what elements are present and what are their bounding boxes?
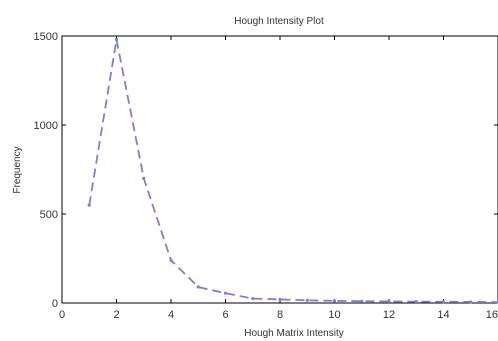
data-point [332, 299, 337, 303]
x-tick-label: 6 [222, 309, 228, 321]
data-point [196, 285, 200, 289]
series-layer [87, 37, 498, 304]
y-tick-label: 0 [52, 298, 58, 310]
x-tick-label: 14 [437, 309, 449, 321]
y-axis-label: Frequency [12, 146, 23, 193]
data-point [469, 300, 473, 304]
data-point [142, 176, 146, 180]
data-point [414, 299, 418, 304]
x-tick-label: 8 [277, 309, 283, 321]
x-tick-label: 4 [168, 309, 174, 321]
x-tick-label: 16 [486, 309, 498, 321]
data-point [87, 203, 91, 207]
x-axis-label: Hough Matrix Intensity [244, 328, 344, 339]
y-tick-label: 1000 [34, 120, 58, 132]
data-point [305, 298, 309, 302]
chart-title: Hough Intensity Plot [234, 16, 324, 27]
y-tick-label: 1500 [34, 31, 58, 43]
y-tick-label: 500 [40, 209, 58, 221]
data-point [278, 297, 282, 302]
data-point [441, 300, 446, 304]
y-axis-ticks: 0 500 1000 1500 [34, 31, 498, 310]
x-tick-label: 10 [328, 309, 340, 321]
plot-frame [61, 35, 498, 304]
data-point [114, 37, 119, 42]
data-point [360, 299, 364, 303]
data-point [169, 258, 173, 262]
data-point [387, 299, 391, 303]
x-axis-ticks: 0 2 4 6 8 10 12 14 16 [59, 36, 498, 321]
series-line [88, 39, 498, 303]
x-tick-label: 12 [383, 309, 395, 321]
data-point [251, 296, 255, 301]
x-tick-label: 2 [113, 309, 119, 321]
data-point [223, 291, 228, 295]
x-tick-label: 0 [59, 309, 65, 321]
